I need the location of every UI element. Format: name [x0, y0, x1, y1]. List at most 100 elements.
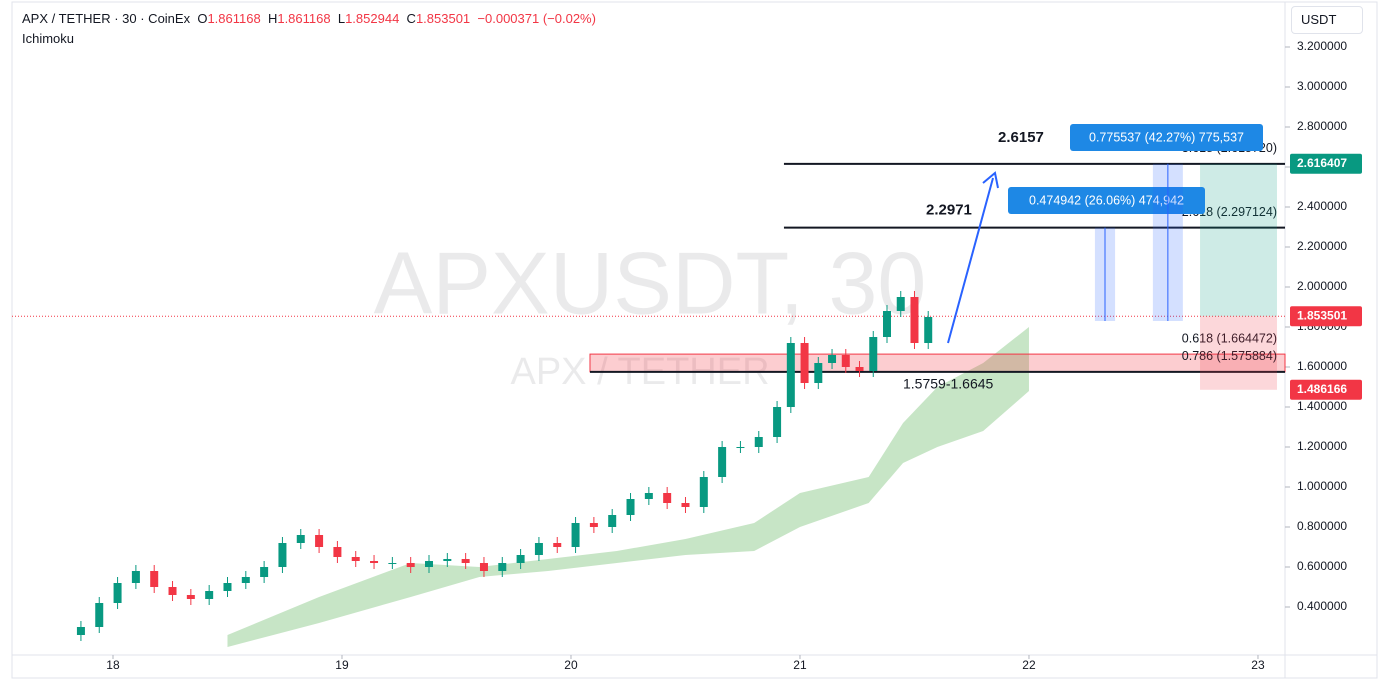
fib-label: 0.618 (1.664472) [1182, 331, 1277, 345]
candle-body [718, 447, 727, 477]
price-label-bg [1290, 153, 1362, 174]
y-tick-label: 3.000000 [1297, 79, 1347, 93]
arrow [947, 171, 999, 344]
candle-body [681, 503, 690, 507]
x-tick-label: 23 [1251, 658, 1265, 672]
candle-body [296, 535, 305, 543]
candle-body [841, 355, 850, 367]
candle-body [150, 571, 159, 587]
measure-label: 0.474942 (26.06%) 474,942 [1029, 193, 1184, 207]
header-line: APX / TETHER · 30 · CoinEx O1.861168 H1.… [22, 9, 596, 29]
candle-body [461, 559, 470, 563]
position-stop [1200, 316, 1277, 390]
candle-body [736, 447, 745, 448]
candle-body [406, 563, 415, 567]
x-tick-label: 20 [564, 658, 578, 672]
ohlc-value: 1.852944 [345, 11, 400, 26]
y-tick-label: 1.200000 [1297, 439, 1347, 453]
candle-body [333, 547, 342, 557]
y-tick-label: 2.000000 [1297, 279, 1347, 293]
candle-body [278, 543, 287, 567]
candle-body [773, 407, 782, 437]
measure-callout [1008, 187, 1205, 214]
zone-label: 1.5759-1.6645 [903, 376, 994, 392]
candle-body [76, 627, 85, 635]
ohlc-value: 1.853501 [415, 11, 471, 26]
candle-body [663, 493, 672, 503]
candle-body [315, 535, 324, 547]
y-tick-label: 1.400000 [1297, 399, 1347, 413]
ohlc-value: 1.861168 [207, 11, 261, 26]
price-label: 2.616407 [1297, 156, 1347, 170]
y-tick-label: 0.400000 [1297, 599, 1347, 613]
level-label: 2.6157 [998, 129, 1044, 146]
candle-body [571, 523, 580, 547]
candle-body [205, 591, 214, 599]
candle-body [95, 603, 104, 627]
candle-body [223, 583, 232, 591]
price-label: 1.853501 [1297, 308, 1347, 322]
candle-body [924, 317, 933, 343]
ohlc-key: C [406, 11, 416, 26]
candle-body [855, 367, 864, 371]
candle-body [260, 567, 269, 577]
y-tick-label: 2.200000 [1297, 239, 1347, 253]
x-tick-label: 18 [106, 658, 120, 672]
x-tick-label: 22 [1022, 658, 1036, 672]
indicator[interactable]: Ichimoku [22, 31, 75, 46]
candle-body [498, 563, 507, 571]
y-tick-label: 0.800000 [1297, 519, 1347, 533]
ohlc-key: H [267, 11, 278, 26]
frame [11, 1, 1378, 679]
y-tick-label: 1.600000 [1297, 359, 1347, 373]
position-target [1200, 163, 1277, 317]
currency-button[interactable]: USDT [1291, 6, 1363, 34]
candle-body [626, 499, 635, 515]
candle-body [786, 343, 795, 407]
candle-body [589, 523, 598, 527]
price-label-bg [1290, 306, 1362, 327]
candle-body [370, 561, 379, 563]
candle-body [869, 337, 878, 371]
y-tick-label: 2.800000 [1297, 119, 1347, 133]
y-tick-label: 1.000000 [1297, 479, 1347, 493]
header: APX / TETHER · 30 · CoinEx O1.861168 H1.… [22, 9, 596, 49]
candle-body [896, 297, 905, 311]
measure-label: 0.775537 (42.27%) 775,537 [1089, 130, 1244, 144]
candle-body [241, 577, 250, 583]
candle-body [516, 555, 525, 563]
price-label: 1.486166 [1297, 382, 1347, 396]
candle-body [131, 571, 140, 583]
plot: 3.2000003.0000002.8000002.6000002.400000… [12, 39, 1362, 672]
candle-body [479, 563, 488, 571]
candle-body [443, 559, 452, 561]
candle-body [113, 583, 122, 603]
watermark: APXUSDT, 30 [374, 233, 927, 332]
x-tick-label: 19 [335, 658, 349, 672]
y-tick-label: 0.600000 [1297, 559, 1347, 573]
candle-body [814, 363, 823, 383]
candle-body [699, 477, 708, 507]
candle-body [534, 543, 543, 555]
candle-body [644, 493, 653, 499]
fib-label: 0.786 (1.575884) [1182, 349, 1277, 363]
candle-body [168, 587, 177, 595]
candle-body [425, 561, 434, 567]
candle-body [883, 311, 892, 337]
x-tick-label: 21 [793, 658, 807, 672]
candle-body [754, 437, 763, 447]
y-tick-label: 3.200000 [1297, 39, 1347, 53]
y-tick-label: 2.400000 [1297, 199, 1347, 213]
candle-body [388, 563, 397, 564]
ohlc-key: O [197, 11, 208, 26]
candle-body [800, 343, 809, 383]
fib-label: 2.618 (2.297124) [1182, 205, 1277, 219]
ohlc-value: 1.861168 [277, 11, 331, 26]
change: −0.000371 (−0.02%) [477, 11, 596, 26]
candle-body [351, 557, 360, 561]
price-label-bg [1290, 379, 1362, 400]
candle-body [186, 595, 195, 599]
zone [589, 353, 1286, 373]
measure-callout [1070, 124, 1263, 151]
